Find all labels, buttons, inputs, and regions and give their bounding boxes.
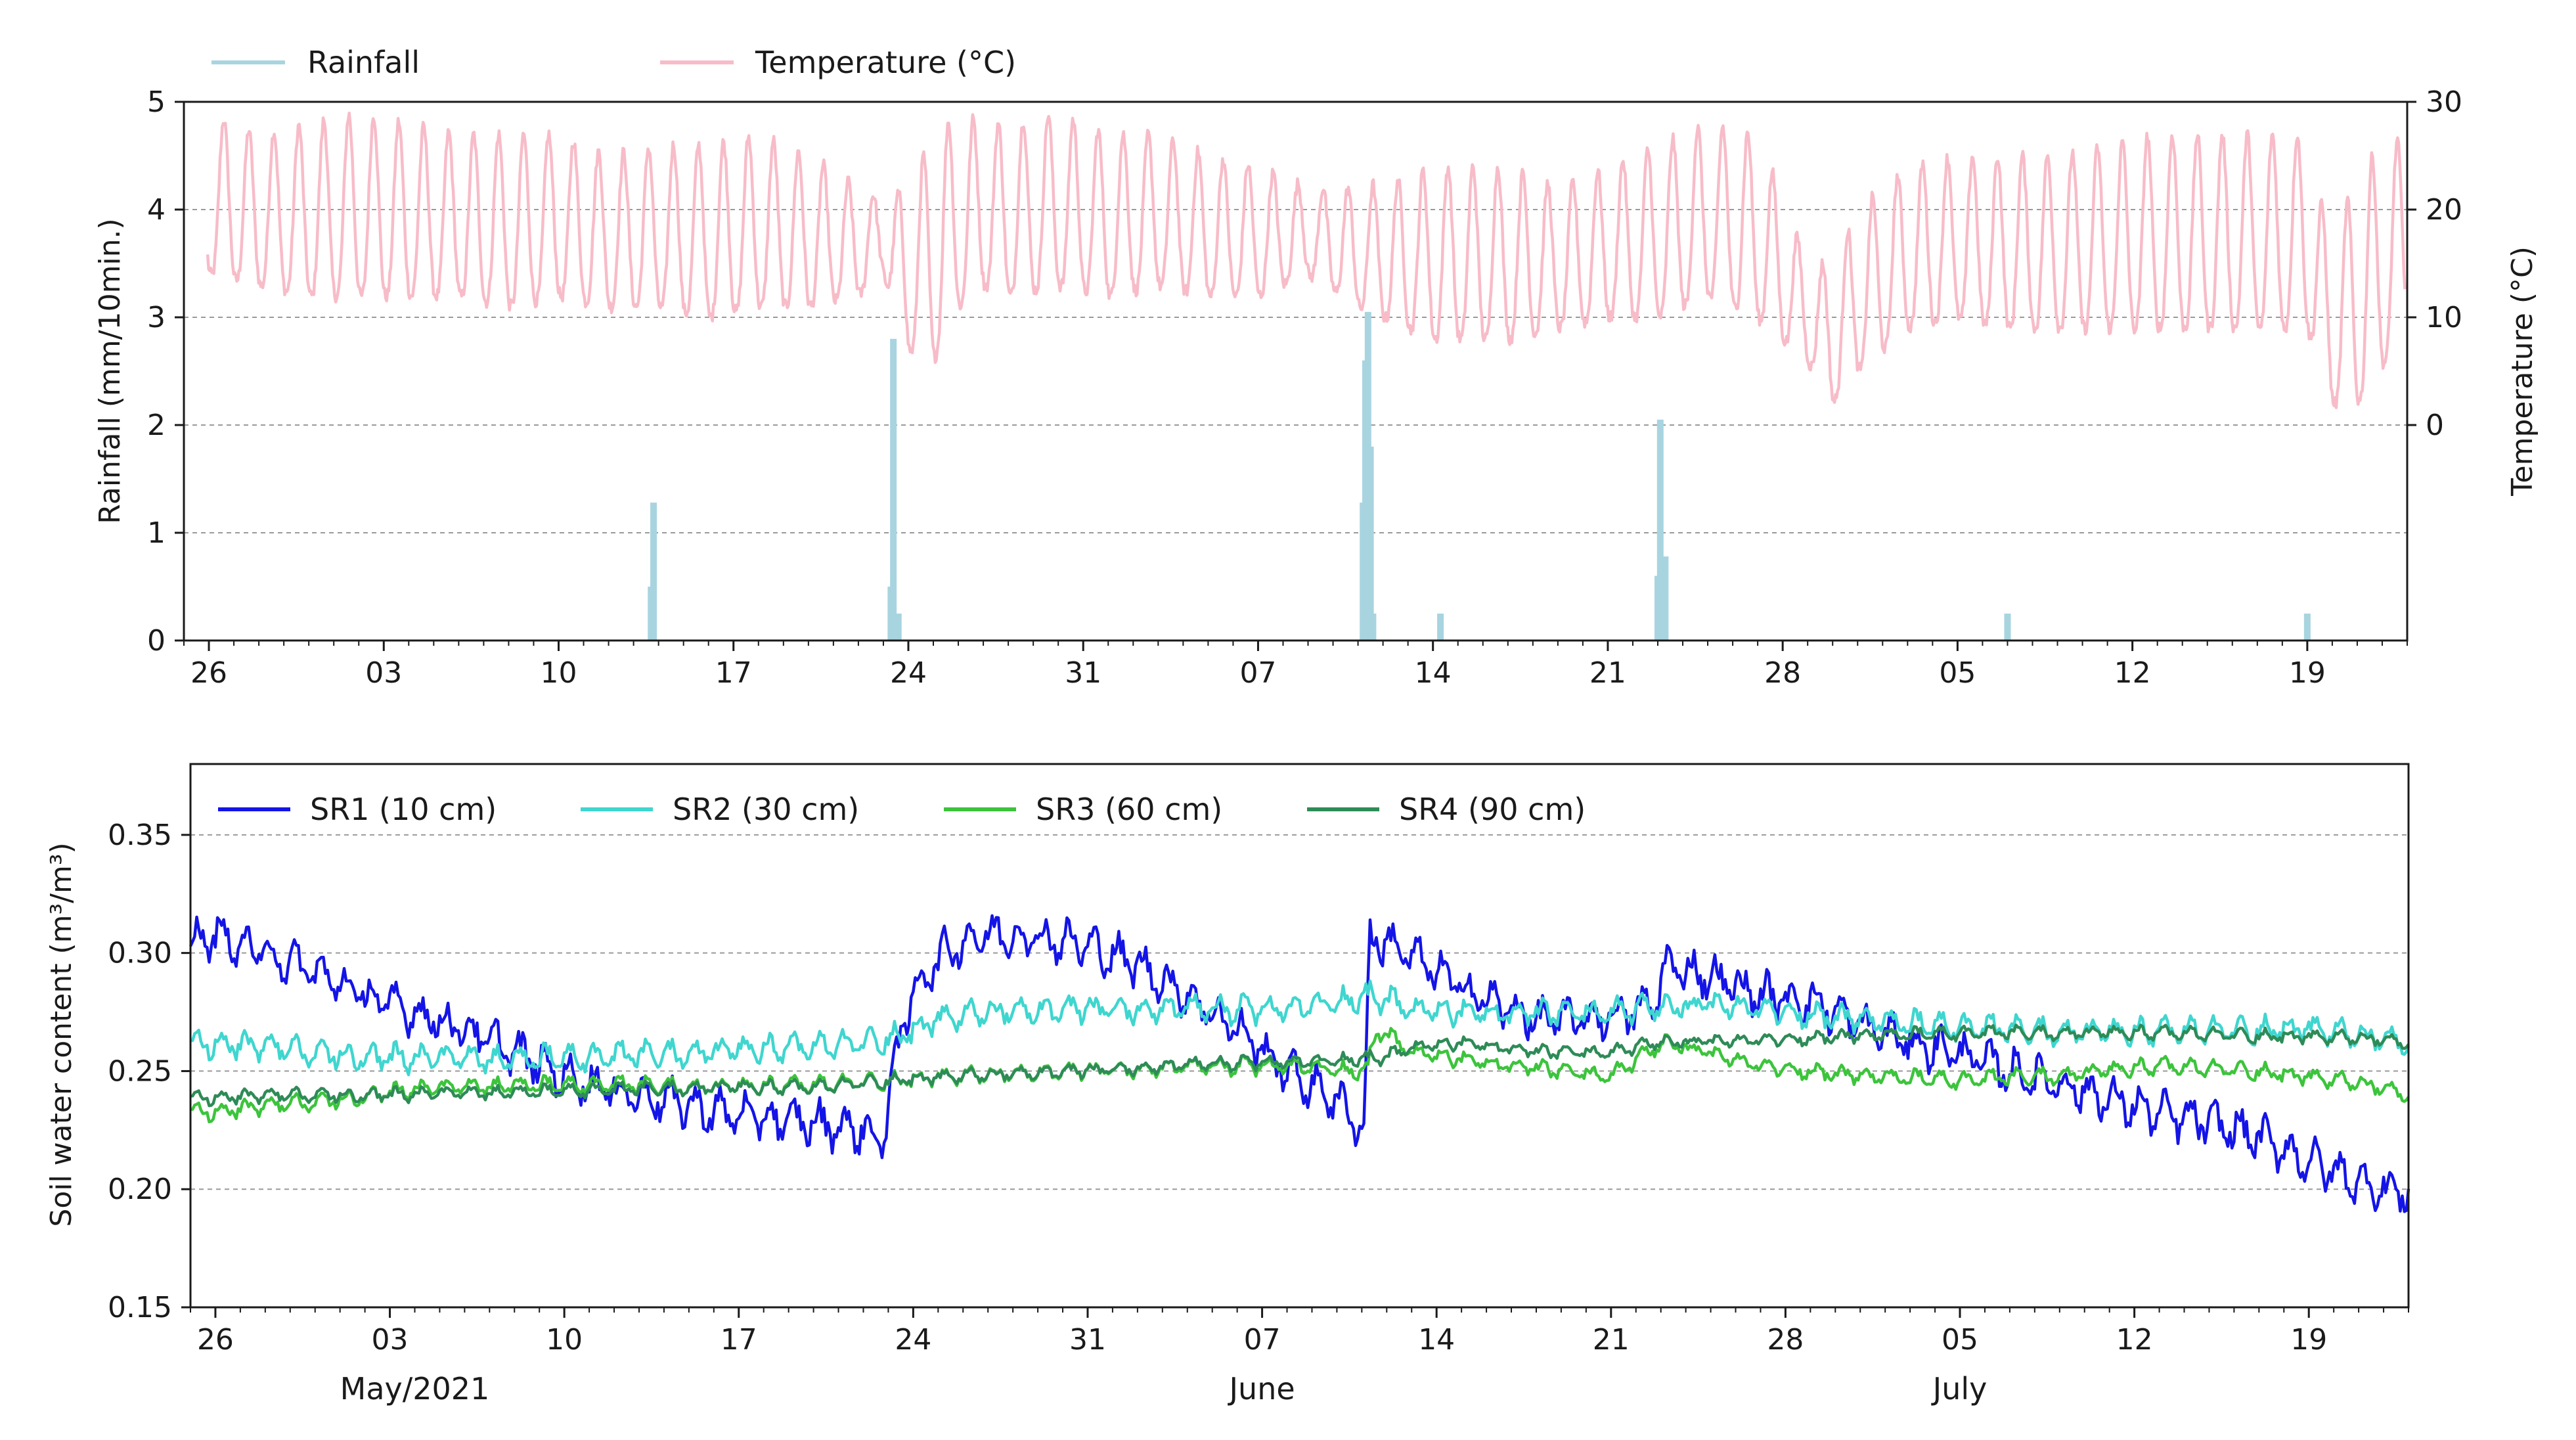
x-tick-label: 21 [1589, 656, 1626, 690]
rainfall-bar [895, 614, 902, 641]
sr2-line [190, 979, 2410, 1077]
x-tick-label: 17 [721, 1323, 757, 1357]
rainfall-bar [1360, 503, 1367, 641]
y-right-tick-label: 0 [2426, 409, 2444, 442]
x-tick-label: 24 [890, 656, 927, 690]
rainfall-bar [1369, 614, 1377, 641]
y-tick-label: 3 [147, 301, 166, 334]
y-tick-label: 0 [147, 624, 166, 658]
temperature-axis-label: Temperature (°C) [2506, 246, 2539, 497]
y-tick-label: 2 [147, 409, 166, 442]
rainfall-bars [648, 311, 2311, 641]
month-labels: May/2021 June July [340, 1371, 1988, 1406]
legend-temperature-label: Temperature (°C) [755, 45, 1016, 80]
month-label: June [1227, 1371, 1295, 1406]
temperature-line-group [206, 111, 2407, 409]
x-tick-label: 10 [546, 1323, 583, 1357]
y-tick-label: 5 [147, 85, 166, 119]
soil-water-series [189, 914, 2410, 1213]
top-y-ticks-right: 0 10 20 30 [2407, 85, 2462, 442]
bottom-y-ticks: 0.15 0.20 0.25 0.30 0.35 [108, 819, 190, 1324]
rainfall-bar [887, 587, 895, 641]
top-y-ticks-left: 0 1 2 3 4 5 [147, 85, 184, 658]
x-tick-label: 28 [1764, 656, 1801, 690]
x-tick-label: 31 [1069, 1323, 1106, 1357]
x-tick-label: 24 [895, 1323, 931, 1357]
rainfall-bar [1362, 360, 1369, 641]
x-tick-label: 10 [541, 656, 577, 690]
month-label: July [1931, 1371, 1988, 1406]
bottom-legend: SR1 (10 cm) SR2 (30 cm) SR3 (60 cm) SR4 (90… [218, 792, 1586, 827]
x-tick-label: 26 [197, 1323, 234, 1357]
x-tick-label: 05 [1942, 1323, 1978, 1357]
y-tick-label: 1 [147, 516, 166, 550]
rainfall-bar [890, 338, 897, 641]
x-tick-label: 05 [1939, 656, 1976, 690]
x-tick-label: 21 [1593, 1323, 1630, 1357]
y-tick-label: 4 [147, 193, 166, 227]
legend-rainfall-label: Rainfall [307, 45, 420, 80]
x-tick-label: 14 [1415, 656, 1452, 690]
x-tick-label: 26 [190, 656, 227, 690]
x-tick-label: 03 [372, 1323, 409, 1357]
x-tick-label: 28 [1767, 1323, 1804, 1357]
sr4-line [190, 1024, 2410, 1108]
x-tick-label: 12 [2114, 656, 2151, 690]
y-tick-label: 0.35 [108, 819, 172, 852]
x-tick-label: 03 [365, 656, 402, 690]
x-tick-label: 17 [715, 656, 752, 690]
x-tick-label: 07 [1239, 656, 1276, 690]
top-plot-frame [183, 101, 2409, 642]
sr3-legend-label: SR3 (60 cm) [1036, 792, 1222, 827]
x-tick-label: 31 [1065, 656, 1101, 690]
rainfall-bar [1656, 419, 1664, 641]
y-tick-label: 0.15 [108, 1291, 172, 1324]
sr1-legend-label: SR1 (10 cm) [310, 792, 497, 827]
x-tick-label: 19 [2289, 656, 2326, 690]
sr4-legend-label: SR4 (90 cm) [1399, 792, 1586, 827]
y-tick-label: 0.25 [108, 1054, 172, 1088]
y-right-tick-label: 10 [2426, 301, 2462, 334]
rainfall-bar [648, 587, 655, 641]
bottom-x-ticks: 26 03 10 17 24 31 07 14 21 28 05 12 19 [190, 1307, 2409, 1357]
rainfall-bar [1662, 556, 1669, 641]
x-tick-label: 07 [1244, 1323, 1281, 1357]
rainfall-bar [2004, 614, 2011, 641]
x-tick-label: 12 [2116, 1323, 2153, 1357]
bottom-gridlines [190, 834, 2409, 1190]
x-tick-label: 19 [2290, 1323, 2327, 1357]
sr2-legend-label: SR2 (30 cm) [673, 792, 859, 827]
soil-water-panel: 26 03 10 17 24 31 07 14 21 28 05 12 19 0.150.200.250… [45, 763, 2410, 1406]
rainfall-bar [1437, 614, 1444, 641]
y-tick-label: 0.20 [108, 1173, 172, 1206]
rainfall-axis-label: Rainfall (mm/10min.) [93, 218, 127, 524]
month-label: May/2021 [340, 1371, 490, 1406]
x-tick-label: 14 [1418, 1323, 1455, 1357]
rainfall-bar [2303, 614, 2311, 641]
temperature-line [206, 111, 2407, 409]
y-right-tick-label: 20 [2426, 193, 2462, 227]
rainfall-bar [650, 503, 657, 641]
y-right-tick-label: 30 [2426, 85, 2462, 119]
soil-water-axis-label: Soil water content (m³/m³) [45, 842, 78, 1226]
top-x-ticks: 26 03 10 17 24 31 07 14 21 28 05 12 19 [183, 641, 2408, 690]
rainfall-bar [1367, 446, 1374, 641]
y-tick-label: 0.30 [108, 937, 172, 970]
top-legend: Rainfall Temperature (°C) [211, 45, 1016, 80]
bottom-plot-frame [189, 763, 2410, 1309]
rainfall-bar [1654, 575, 1661, 641]
